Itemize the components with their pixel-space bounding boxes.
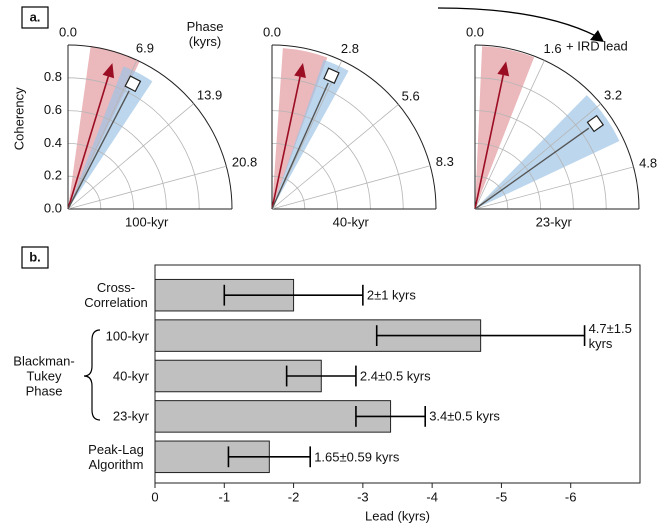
diamond xyxy=(586,114,605,133)
radial-line xyxy=(474,60,545,210)
x-tick-label: 0 xyxy=(151,489,158,504)
ring xyxy=(67,77,200,210)
category-label: 40-kyr xyxy=(112,368,149,384)
theta-tick-label: 0.0 xyxy=(59,24,77,39)
diamond xyxy=(323,67,340,84)
theta-tick-label: 4.8 xyxy=(639,155,657,170)
x-tick-label: -2 xyxy=(288,489,300,504)
r-tick-label: 0.8 xyxy=(44,69,62,84)
radial-line xyxy=(67,165,227,210)
polar-title: 40-kyr xyxy=(333,214,370,229)
arrow-shaft xyxy=(271,76,301,210)
arrow-shaft xyxy=(474,74,504,210)
theta-tick-label: 3.2 xyxy=(604,88,622,103)
arrow-head xyxy=(497,61,510,77)
ring xyxy=(474,175,509,210)
value-label: 2±1 kyrs xyxy=(366,287,416,303)
theta-tick-label: 1.6 xyxy=(544,41,562,56)
value-label: 2.4±0.5 kyrs xyxy=(359,368,431,384)
theta-axis-label: Phase (kyrs) xyxy=(186,19,224,49)
panel-box xyxy=(21,246,49,269)
theta-tick-label: 0.0 xyxy=(263,24,281,39)
value-label: 4.7±1.5 kyrs xyxy=(588,320,632,351)
diamond xyxy=(124,75,142,93)
r-tick-label: 0.6 xyxy=(44,102,62,117)
x-tick-label: -6 xyxy=(565,489,577,504)
panel-box xyxy=(21,6,49,29)
polar-title: 23-kyr xyxy=(536,214,573,229)
category-label: 23-kyr xyxy=(112,408,149,424)
theta-tick-label: 0.0 xyxy=(466,24,484,39)
arrow-shaft xyxy=(67,76,110,210)
ring xyxy=(271,175,306,210)
radial-line xyxy=(474,166,634,210)
lead-arrow xyxy=(437,7,597,37)
panel-label: b. xyxy=(29,249,41,264)
category-label: 100-kyr xyxy=(105,328,149,344)
r-axis-label: Coherency xyxy=(11,87,26,150)
diamond-shaft xyxy=(474,127,590,210)
theta-tick-label: 5.6 xyxy=(402,88,420,103)
radial-line xyxy=(271,165,431,210)
bar xyxy=(154,440,270,474)
outer-ring xyxy=(67,44,233,210)
ring xyxy=(67,175,102,210)
annotation: + IRD lead xyxy=(566,38,628,53)
x-tick-label: -4 xyxy=(426,489,438,504)
phase-band xyxy=(475,95,620,209)
theta-tick-label: 13.9 xyxy=(197,87,222,102)
diamond-shaft xyxy=(67,90,130,210)
group-brace xyxy=(83,329,101,421)
arrow-head xyxy=(294,63,306,78)
value-label: 3.4±0.5 kyrs xyxy=(429,408,500,424)
radial-line xyxy=(271,104,399,210)
x-axis-label: Lead (kyrs) xyxy=(365,508,430,523)
value-label: 1.65±0.59 kyrs xyxy=(314,449,400,465)
radial-line xyxy=(474,103,602,210)
group-label: Blackman-Tukey Phase xyxy=(13,353,75,399)
phase-band xyxy=(475,46,535,209)
theta-tick-label: 2.8 xyxy=(341,41,359,56)
ring xyxy=(474,77,607,210)
outer-ring xyxy=(271,44,437,210)
bar xyxy=(154,400,392,433)
r-tick-label: 0.2 xyxy=(44,168,62,183)
r-tick-label: 0.0 xyxy=(44,200,62,215)
panel-label: a. xyxy=(30,9,41,24)
ring xyxy=(271,143,338,210)
outer-ring xyxy=(474,44,640,210)
radial-line xyxy=(67,103,194,210)
phase-band xyxy=(68,66,153,209)
polar-title: 100-kyr xyxy=(125,214,169,229)
ring xyxy=(67,143,134,210)
category-label: Peak-Lag Algorithm xyxy=(88,441,144,472)
theta-tick-label: 20.8 xyxy=(232,155,257,170)
x-tick-label: -3 xyxy=(357,489,369,504)
x-tick-label: -1 xyxy=(219,489,231,504)
theta-tick-label: 6.9 xyxy=(136,41,154,56)
x-tick-label: -5 xyxy=(496,489,508,504)
theta-tick-label: 8.3 xyxy=(436,154,454,169)
phase-band xyxy=(272,48,328,209)
category-label: Cross-Correlation xyxy=(84,280,148,311)
phase-band xyxy=(272,59,349,210)
lead-arrowhead xyxy=(590,30,604,42)
arrow-head xyxy=(102,63,115,79)
ring xyxy=(67,110,167,210)
diamond-shaft xyxy=(271,82,329,210)
r-tick-label: 0.4 xyxy=(44,135,62,150)
